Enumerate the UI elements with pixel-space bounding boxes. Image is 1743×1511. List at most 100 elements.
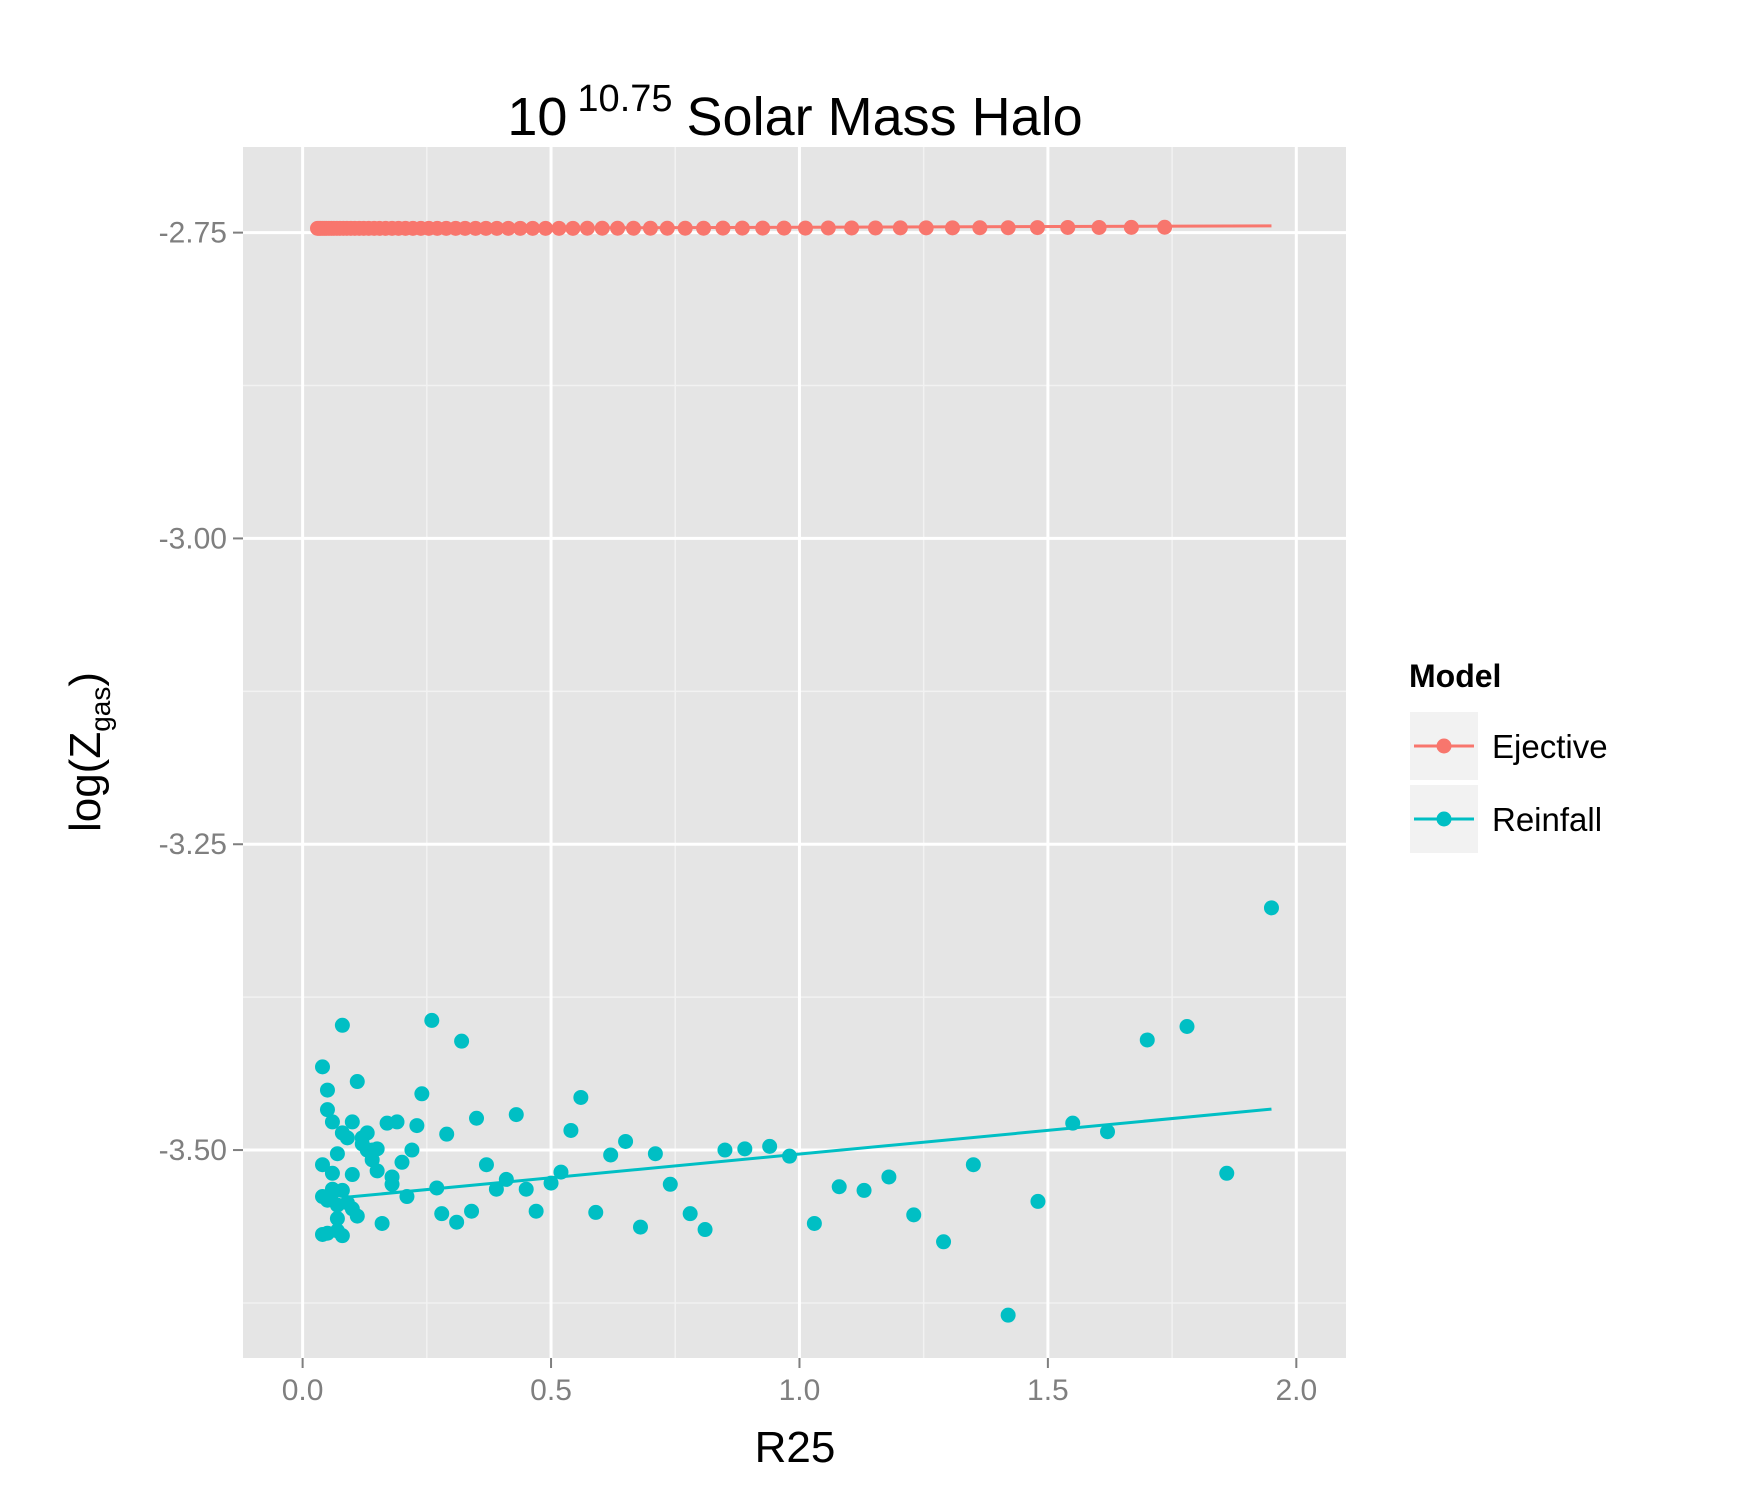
reinfall-point xyxy=(349,1074,365,1090)
ejective-point xyxy=(642,220,658,236)
series-ejective xyxy=(310,219,1272,236)
reinfall-point xyxy=(647,1146,663,1162)
y-axis-title-main: log(Z xyxy=(61,732,110,832)
reinfall-point xyxy=(782,1148,798,1164)
ejective-point xyxy=(551,220,567,236)
reinfall-point xyxy=(424,1012,440,1028)
reinfall-point xyxy=(404,1142,420,1158)
x-tick-label: 0.5 xyxy=(530,1374,572,1407)
legend-title: Model xyxy=(1409,658,1501,694)
reinfall-point xyxy=(965,1157,981,1173)
reinfall-point xyxy=(329,1211,345,1227)
reinfall-point xyxy=(498,1171,514,1187)
reinfall-point xyxy=(737,1141,753,1157)
reinfall-point xyxy=(344,1167,360,1183)
x-axis: 0.0 0.5 1.0 1.5 2.0 xyxy=(282,1358,1317,1407)
reinfall-point xyxy=(488,1181,504,1197)
reinfall-point xyxy=(518,1181,534,1197)
reinfall-point xyxy=(1000,1307,1016,1323)
ejective-point xyxy=(1091,219,1107,235)
legend-key-point xyxy=(1436,738,1452,754)
reinfall-point xyxy=(319,1082,335,1098)
reinfall-point xyxy=(369,1163,385,1179)
reinfall-point xyxy=(563,1122,579,1138)
y-tick-label: -3.25 xyxy=(159,828,227,861)
ejective-point xyxy=(892,220,908,236)
reinfall-point xyxy=(831,1179,847,1195)
legend-key-point xyxy=(1436,811,1452,827)
reinfall-point xyxy=(1139,1032,1155,1048)
reinfall-point xyxy=(1263,900,1279,916)
ejective-point xyxy=(538,220,554,236)
ejective-point xyxy=(696,220,712,236)
ejective-point xyxy=(457,220,473,236)
y-tick-label: -3.50 xyxy=(159,1134,227,1167)
minor-gridlines xyxy=(243,147,1346,1358)
x-tick-label: 1.5 xyxy=(1027,1374,1069,1407)
y-axis-title-close: ) xyxy=(61,672,110,687)
ejective-point xyxy=(755,220,771,236)
ejective-point xyxy=(626,220,642,236)
ejective-point xyxy=(579,220,595,236)
y-axis: -2.75 -3.00 -3.25 -3.50 xyxy=(159,217,243,1167)
reinfall-point xyxy=(344,1114,360,1130)
ejective-point xyxy=(565,220,581,236)
ejective-point xyxy=(1000,220,1016,236)
ejective-point xyxy=(525,220,541,236)
x-tick-label: 2.0 xyxy=(1275,1374,1317,1407)
reinfall-point xyxy=(543,1175,559,1191)
chart-title-base: 10 xyxy=(507,87,567,147)
reinfall-point xyxy=(528,1203,544,1219)
series-layer xyxy=(310,219,1279,1323)
ejective-point xyxy=(500,220,516,236)
ejective-point xyxy=(972,220,988,236)
ejective-point xyxy=(918,220,934,236)
y-axis-title: log(Zgas) xyxy=(61,672,116,832)
reinfall-point xyxy=(906,1207,922,1223)
ejective-point xyxy=(734,220,750,236)
reinfall-point xyxy=(349,1208,365,1224)
legend-key-ejective xyxy=(1410,712,1478,780)
reinfall-point xyxy=(434,1206,450,1222)
plot-panel xyxy=(243,147,1346,1358)
reinfall-point xyxy=(369,1141,385,1157)
reinfall-point xyxy=(334,1228,350,1244)
reinfall-point xyxy=(429,1180,445,1196)
y-tick-label: -2.75 xyxy=(159,217,227,250)
ejective-point xyxy=(1029,220,1045,236)
reinfall-point xyxy=(1179,1019,1195,1035)
x-axis-title: R25 xyxy=(755,1423,836,1472)
x-tick-label: 1.0 xyxy=(779,1374,821,1407)
reinfall-point xyxy=(334,1017,350,1033)
reinfall-point xyxy=(399,1189,415,1205)
ejective-point xyxy=(478,220,494,236)
ejective-point xyxy=(594,220,610,236)
reinfall-point xyxy=(1065,1115,1081,1131)
chart-title-exponent: 10.75 xyxy=(577,78,672,120)
ejective-point xyxy=(1157,219,1173,235)
ejective-point xyxy=(1123,219,1139,235)
reinfall-point xyxy=(632,1219,648,1235)
reinfall-point xyxy=(354,1136,370,1152)
reinfall-point xyxy=(329,1197,345,1213)
reinfall-point xyxy=(573,1089,589,1105)
reinfall-point xyxy=(384,1169,400,1185)
legend-label-ejective: Ejective xyxy=(1492,728,1608,765)
reinfall-point xyxy=(508,1107,524,1123)
major-gridlines xyxy=(243,147,1346,1358)
reinfall-point xyxy=(717,1142,733,1158)
legend-keys: Ejective Reinfall xyxy=(1410,712,1608,853)
legend: Model Ejective Reinfall xyxy=(1409,658,1608,853)
ejective-point xyxy=(659,220,675,236)
reinfall-point xyxy=(1219,1165,1235,1181)
reinfall-point xyxy=(936,1234,952,1250)
reinfall-point xyxy=(618,1133,634,1149)
reinfall-point xyxy=(324,1114,340,1130)
ejective-point xyxy=(1060,219,1076,235)
reinfall-point xyxy=(454,1033,470,1049)
reinfall-point xyxy=(449,1214,465,1230)
legend-key-reinfall xyxy=(1410,785,1478,853)
reinfall-point xyxy=(856,1182,872,1198)
y-axis-title-subscript: gas xyxy=(85,687,116,732)
